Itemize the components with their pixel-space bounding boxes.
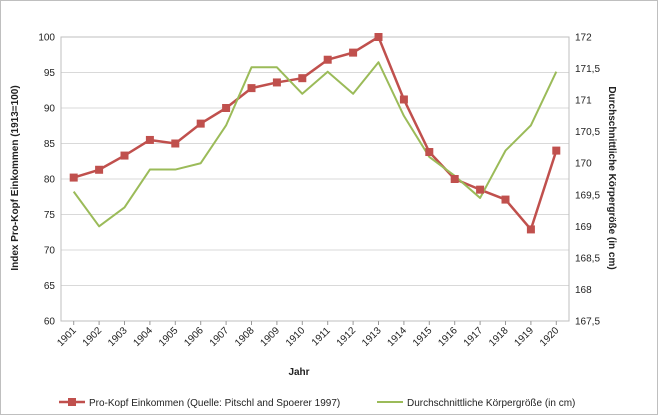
- series-line-1: [72, 61, 558, 228]
- x-axis-ticks: 1901 1902 1903 1904 1905 1906 1907 1908 1909 1910…: [55, 321, 562, 349]
- legend-income-marker: [68, 398, 76, 406]
- y-left-tick-label: 65: [44, 281, 56, 292]
- data-point: [425, 148, 434, 157]
- left-axis-ticks: 60 65 70 75 80 85 90 95 100: [38, 33, 55, 328]
- data-point: [476, 185, 485, 194]
- data-point: [145, 135, 154, 144]
- x-tick-label: 1913: [360, 325, 384, 349]
- legend-income-label: Pro-Kopf Einkommen (Quelle: Pitschl and …: [89, 398, 340, 409]
- data-point: [526, 225, 535, 234]
- plot-area-border: [60, 36, 570, 322]
- x-tick-label: 1915: [411, 325, 435, 349]
- data-point: [349, 48, 358, 57]
- data-point: [399, 95, 408, 104]
- x-tick-label: 1902: [81, 325, 105, 349]
- x-axis-title: Jahr: [288, 367, 309, 378]
- data-point: [272, 78, 281, 87]
- data-point: [450, 175, 459, 183]
- x-tick-label: 1912: [335, 325, 359, 349]
- data-point: [120, 151, 129, 160]
- x-tick-label: 1904: [132, 325, 156, 349]
- y-right-tick-label: 168: [575, 285, 592, 296]
- x-tick-label: 1909: [259, 325, 283, 349]
- y-axis-right-title: Durchschnittliche Körpergröße (in cm): [606, 86, 617, 269]
- y-left-tick-label: 90: [44, 104, 56, 115]
- y-right-tick-label: 171,5: [575, 64, 600, 75]
- x-tick-label: 1903: [106, 325, 130, 349]
- y-right-tick-label: 168,5: [575, 253, 600, 264]
- grid: [60, 36, 570, 322]
- x-tick-label: 1901: [55, 325, 79, 349]
- x-tick-label: 1916: [436, 325, 460, 349]
- x-tick-label: 1907: [208, 325, 232, 349]
- x-tick-label: 1920: [538, 325, 562, 349]
- data-point: [171, 139, 180, 148]
- x-tick-label: 1905: [157, 325, 181, 349]
- x-tick-label: 1911: [310, 325, 333, 348]
- y-left-tick-label: 80: [44, 175, 56, 186]
- y-right-tick-label: 170: [575, 159, 592, 170]
- y-right-tick-label: 169: [575, 222, 592, 233]
- data-point: [69, 173, 78, 182]
- y-left-tick-label: 60: [44, 317, 56, 328]
- y-right-tick-label: 172: [575, 33, 592, 44]
- legend-item-height: Durchschnittliche Körpergröße (in cm): [377, 398, 575, 409]
- x-tick-label: 1914: [386, 325, 410, 349]
- y-left-tick-label: 85: [44, 139, 56, 150]
- legend-item-income: Pro-Kopf Einkommen (Quelle: Pitschl and …: [59, 398, 340, 409]
- x-tick-label: 1918: [487, 325, 511, 349]
- data-point: [323, 55, 332, 64]
- data-point: [196, 119, 205, 128]
- series-line-0: [73, 35, 558, 231]
- y-axis-left-title: Index Pro-Kopf Einkommen (1913=100): [10, 85, 21, 270]
- y-left-tick-label: 70: [44, 246, 56, 257]
- x-tick-label: 1908: [233, 325, 257, 349]
- series-layer: [69, 33, 561, 234]
- data-point: [298, 74, 307, 83]
- y-left-tick-label: 100: [38, 33, 55, 44]
- data-point: [374, 33, 383, 41]
- y-right-tick-label: 171: [575, 96, 592, 107]
- data-point: [501, 195, 510, 204]
- x-tick-label: 1910: [284, 325, 308, 349]
- x-tick-label: 1919: [513, 325, 537, 349]
- y-left-tick-label: 95: [44, 68, 56, 79]
- y-right-tick-label: 167,5: [575, 317, 600, 328]
- legend-height-label: Durchschnittliche Körpergröße (in cm): [407, 398, 575, 409]
- data-point: [552, 146, 561, 155]
- y-right-tick-label: 169,5: [575, 190, 600, 201]
- legend: Pro-Kopf Einkommen (Quelle: Pitschl and …: [59, 398, 575, 409]
- x-tick-label: 1917: [462, 325, 486, 349]
- y-left-tick-label: 75: [44, 210, 56, 221]
- data-point: [95, 165, 104, 174]
- data-point: [222, 104, 231, 112]
- x-tick-label: 1906: [182, 325, 206, 349]
- right-axis-ticks: 167,5 168 168,5 169 169,5 170 170,5 171 171,5 172: [575, 33, 600, 328]
- y-right-tick-label: 170,5: [575, 127, 600, 138]
- data-point: [247, 84, 256, 93]
